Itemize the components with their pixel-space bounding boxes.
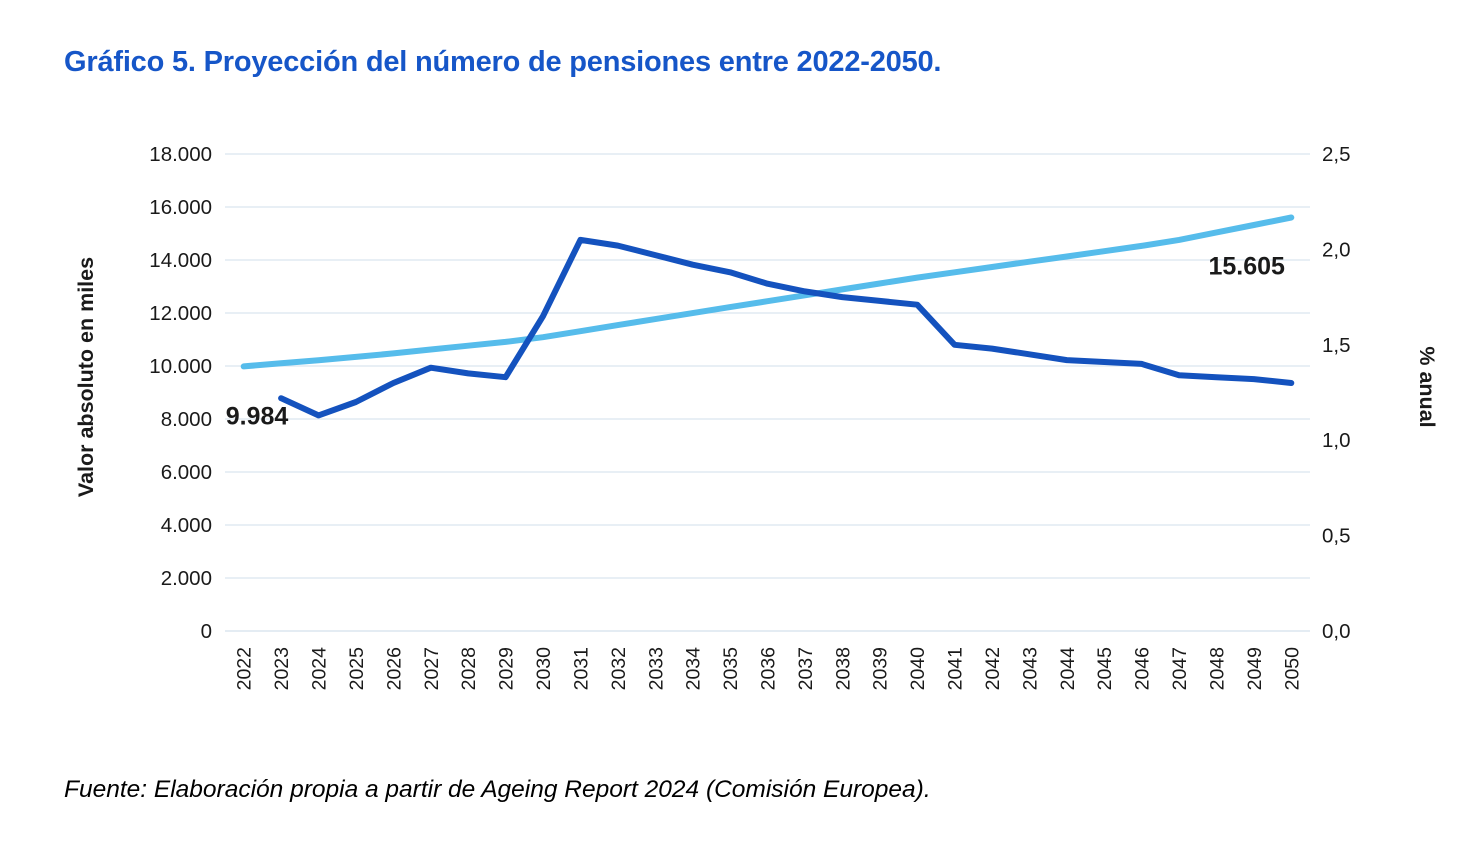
y-axis-tick-left: 18.000 <box>149 143 212 166</box>
left-axis-title: Valor absoluto en miles <box>74 257 98 497</box>
y-axis-tick-right: 0,0 <box>1322 620 1351 643</box>
y-axis-tick-right: 1,0 <box>1322 429 1351 452</box>
x-axis-tick: 2047 <box>1169 647 1191 690</box>
y-axis-tick-left: 4.000 <box>161 514 212 537</box>
series-line-percent-anual <box>278 236 1295 419</box>
series-line-valor-absoluto <box>240 214 1295 370</box>
chart-title: Gráfico 5. Proyección del número de pens… <box>64 46 942 78</box>
x-axis-tick: 2025 <box>346 647 368 691</box>
y-axis-tick-left: 10.000 <box>149 355 212 378</box>
x-axis-tick: 2048 <box>1206 647 1228 690</box>
x-axis-tick: 2039 <box>870 647 892 690</box>
x-axis-tick: 2037 <box>795 647 817 690</box>
x-axis-tick: 2046 <box>1132 647 1154 690</box>
x-axis-tick: 2030 <box>533 647 555 691</box>
pensions-projection-chart: 0 2.000 4.000 6.000 8.000 10.000 12.000 14.000 1… <box>74 143 1439 691</box>
x-axis-tick: 2024 <box>309 647 331 691</box>
source-note: Fuente: Elaboración propia a partir de A… <box>64 776 931 803</box>
x-axis-tick: 2023 <box>271 647 293 690</box>
x-axis-tick: 2042 <box>982 647 1004 690</box>
x-axis-tick: 2029 <box>496 647 518 690</box>
y-axis-tick-left: 8.000 <box>161 408 212 431</box>
x-axis-tick: 2022 <box>234 647 256 690</box>
x-axis-tick: 2035 <box>720 647 742 691</box>
x-axis-tick: 2034 <box>683 647 705 691</box>
right-axis-title: % anual <box>1415 346 1439 427</box>
x-axis-tick: 2041 <box>945 647 967 690</box>
y-axis-tick-right: 2,5 <box>1322 143 1351 166</box>
x-axis-tick: 2028 <box>458 647 480 690</box>
y-axis-tick-right: 0,5 <box>1322 525 1351 548</box>
x-axis-tick: 2031 <box>570 647 592 690</box>
y-axis-tick-left: 14.000 <box>149 249 212 272</box>
x-axis-tick: 2049 <box>1244 647 1266 690</box>
series-data-label: 15.605 <box>1208 252 1285 280</box>
x-axis-tick: 2050 <box>1281 647 1303 691</box>
x-axis-tick: 2043 <box>1019 647 1041 690</box>
x-axis-tick: 2040 <box>907 647 929 691</box>
y-axis-tick-left: 0 <box>201 620 212 643</box>
x-axis-tick: 2038 <box>832 647 854 690</box>
y-axis-tick-left: 6.000 <box>161 461 212 484</box>
series-data-label: 9.984 <box>226 402 289 430</box>
x-axis-tick: 2036 <box>758 647 780 690</box>
x-axis-tick: 2033 <box>645 647 667 690</box>
y-axis-tick-left: 12.000 <box>149 302 212 325</box>
x-axis-tick: 2027 <box>421 647 443 690</box>
y-axis-tick-right: 1,5 <box>1322 334 1351 357</box>
y-axis-tick-left: 16.000 <box>149 196 212 219</box>
y-axis-tick-left: 2.000 <box>161 567 212 590</box>
x-axis-tick: 2045 <box>1094 647 1116 691</box>
y-axis-tick-right: 2,0 <box>1322 238 1351 261</box>
x-axis-tick: 2032 <box>608 647 630 690</box>
x-axis-tick: 2026 <box>383 647 405 690</box>
x-axis-tick: 2044 <box>1057 647 1079 691</box>
